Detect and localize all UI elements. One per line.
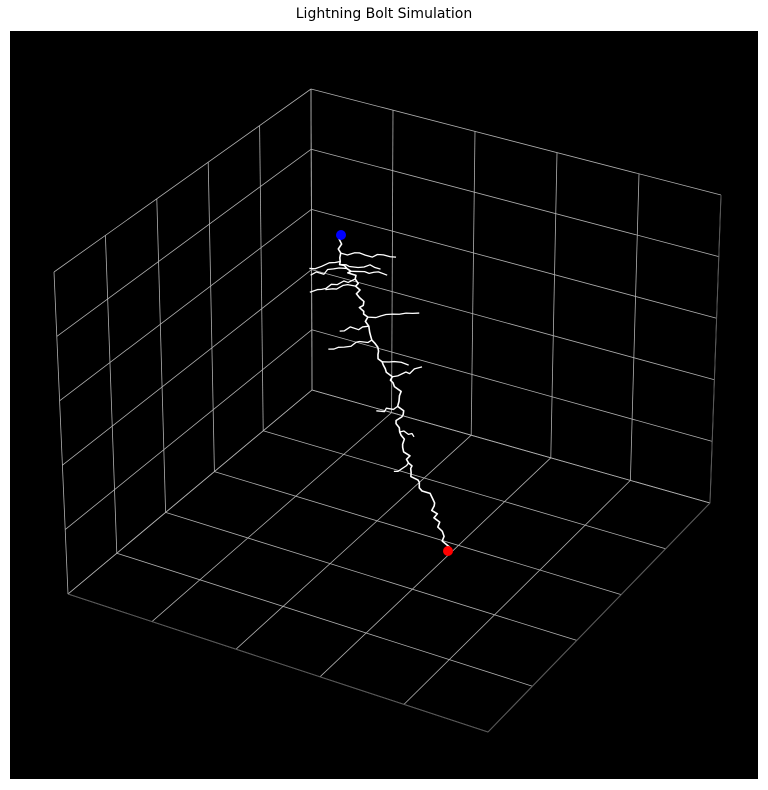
bolt-branch: [325, 283, 356, 291]
lightning-bolt: [309, 235, 451, 552]
bolt-branch: [399, 430, 415, 438]
back-grid-line: [470, 131, 476, 436]
back-grid-line: [311, 269, 715, 381]
left-grid-line: [67, 389, 313, 595]
plot-area: [10, 31, 758, 779]
left-grid-line: [62, 269, 312, 466]
left-grid-line: [156, 198, 166, 513]
bolt-branch: [350, 270, 388, 276]
back-grid-line: [310, 88, 722, 196]
left-grid-line: [259, 125, 264, 431]
back-wall-pane: [311, 89, 721, 503]
bolt-branch: [309, 260, 341, 270]
floor-grid-line: [403, 480, 631, 705]
left-grid-line: [207, 162, 215, 472]
x-axis-line: [67, 593, 489, 733]
floor-grid-line: [151, 412, 392, 622]
left-grid-line: [56, 148, 312, 337]
bolt-branch: [340, 252, 397, 258]
left-wall-pane: [54, 89, 312, 594]
y-axis-line: [487, 502, 711, 733]
chart-svg: [53, 88, 722, 733]
back-grid-line: [630, 173, 640, 481]
left-grid-line: [59, 209, 312, 402]
floor-grid-line: [116, 552, 533, 687]
left-grid-line: [64, 329, 313, 530]
bolt-trunk: [336, 235, 451, 552]
start-point-marker: [336, 230, 346, 240]
bolt-branch: [382, 360, 409, 366]
back-grid-line: [550, 152, 558, 458]
left-grid-line: [105, 235, 118, 554]
floor-grid-line: [214, 471, 622, 595]
bolt-branch: [392, 366, 423, 378]
z-axis-line: [709, 194, 722, 504]
bolt-branch: [393, 462, 410, 473]
floor-grid-line: [165, 512, 577, 641]
left-grid-line: [53, 271, 69, 595]
chart-title: Lightning Bolt Simulation: [295, 6, 473, 22]
back-grid-line: [311, 209, 717, 319]
back-grid-line: [311, 148, 719, 257]
left-grid-line: [310, 88, 313, 391]
end-point-marker: [443, 546, 453, 556]
floor-grid-line: [235, 434, 472, 650]
floor-grid-line: [263, 430, 666, 550]
floor-grid-line: [319, 457, 552, 678]
bolt-branch: [367, 312, 420, 319]
bolt-branch: [309, 278, 356, 293]
left-grid-line: [53, 88, 312, 273]
bolt-branch: [310, 267, 347, 276]
floor-grid-line: [311, 389, 711, 504]
bolt-branch: [376, 405, 399, 413]
endpoint-markers: [336, 230, 453, 556]
axis-panes: [54, 89, 721, 732]
bolt-branch: [339, 325, 369, 332]
bolt-branch: [339, 263, 381, 270]
bolt-branch: [328, 339, 373, 350]
